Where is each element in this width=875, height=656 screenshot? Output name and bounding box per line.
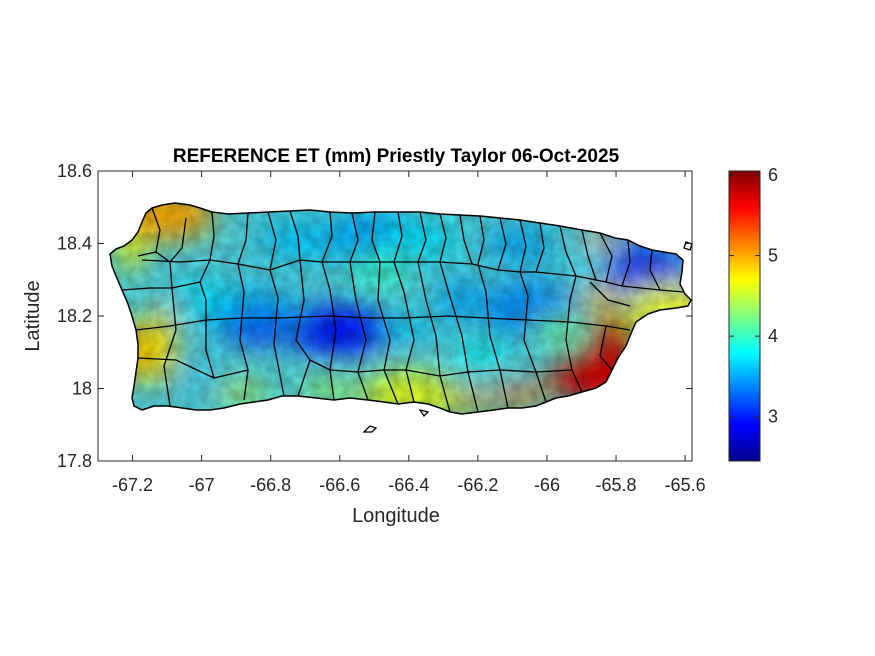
municipality-boundary bbox=[417, 211, 427, 263]
municipality-boundaries bbox=[121, 207, 685, 413]
municipality-boundary bbox=[237, 212, 249, 293]
municipality-boundary bbox=[273, 297, 285, 397]
x-tick-label: -67.2 bbox=[112, 475, 153, 495]
municipality-boundary bbox=[485, 291, 509, 409]
municipality-boundary bbox=[403, 291, 415, 403]
municipality-boundary bbox=[417, 261, 451, 413]
municipality-boundary bbox=[267, 211, 279, 299]
x-tick-label: -67 bbox=[189, 475, 215, 495]
municipality-boundary bbox=[393, 211, 405, 293]
municipality-boundary bbox=[523, 295, 547, 403]
municipality-boundary bbox=[137, 251, 157, 257]
y-tick-label: 18 bbox=[72, 379, 92, 399]
y-tick-label: 17.8 bbox=[57, 451, 92, 471]
municipality-boundary bbox=[239, 291, 249, 401]
x-tick-label: -66.8 bbox=[250, 475, 291, 495]
municipality-boundary bbox=[141, 259, 685, 293]
x-tick-label: -66.4 bbox=[388, 475, 429, 495]
municipality-boundary bbox=[649, 249, 661, 291]
et-heatmap bbox=[110, 203, 691, 414]
municipality-boundary bbox=[329, 289, 337, 401]
x-tick-label: -65.8 bbox=[596, 475, 637, 495]
caja-de-muertos-island bbox=[362, 425, 378, 433]
x-tick-label: -65.6 bbox=[665, 475, 706, 495]
municipality-boundary bbox=[349, 261, 369, 401]
municipality-boundary bbox=[163, 329, 177, 407]
municipality-boundary bbox=[295, 259, 311, 397]
municipality-boundary bbox=[171, 287, 177, 331]
municipality-boundary bbox=[447, 289, 479, 413]
x-axis-label: Longitude bbox=[352, 505, 440, 527]
x-tick-label: -66.6 bbox=[319, 475, 360, 495]
municipality-boundary bbox=[599, 232, 613, 283]
municipality-boundary bbox=[477, 215, 487, 293]
municipality-boundary bbox=[581, 229, 597, 281]
x-tick-label: -66.2 bbox=[457, 475, 498, 495]
municipality-boundary bbox=[439, 213, 449, 291]
municipality-boundary bbox=[121, 281, 201, 291]
island-outline bbox=[109, 202, 692, 415]
municipality-boundary bbox=[309, 359, 573, 377]
municipality-boundary bbox=[535, 222, 545, 273]
municipality-boundary bbox=[137, 357, 249, 379]
colorbar-ticks: 3 4 5 6 bbox=[729, 165, 778, 427]
municipality-boundary bbox=[151, 207, 171, 263]
municipality-boundary bbox=[565, 299, 583, 393]
y-tick-label: 18.2 bbox=[57, 306, 92, 326]
municipality-boundary bbox=[321, 211, 333, 291]
colorbar-tick-label: 3 bbox=[768, 407, 778, 427]
municipality-boundary bbox=[497, 217, 507, 271]
municipality-boundary bbox=[559, 225, 577, 301]
y-tick-label: 18.6 bbox=[57, 161, 92, 181]
municipality-boundary bbox=[599, 325, 613, 371]
municipality-boundary bbox=[621, 239, 631, 287]
municipality-boundary bbox=[135, 315, 631, 331]
x-tick-label: -66 bbox=[534, 475, 560, 495]
southern-islet bbox=[418, 408, 430, 418]
x-axis: -67.2 -67 -66.8 -66.6 -66.4 -66.2 -66 -65.8 -65.… bbox=[112, 171, 706, 495]
y-tick-label: 18.4 bbox=[57, 234, 92, 254]
colorbar-tick-label: 5 bbox=[768, 246, 778, 266]
municipality-boundary bbox=[169, 217, 187, 289]
municipality-boundary bbox=[589, 281, 631, 307]
municipality-boundary bbox=[349, 212, 359, 263]
municipality-boundary bbox=[289, 210, 301, 261]
y-axis: 17.8 18 18.2 18.4 18.6 bbox=[57, 161, 692, 471]
colorbar-tick-label: 6 bbox=[768, 165, 778, 185]
colorbar-tick-label: 4 bbox=[768, 326, 778, 346]
municipality-boundary bbox=[519, 219, 529, 297]
colorbar: 3 4 5 6 bbox=[728, 165, 778, 462]
municipality-boundary bbox=[459, 214, 473, 265]
municipality-boundary bbox=[205, 300, 215, 379]
y-axis-label: Latitude bbox=[22, 280, 44, 351]
colorbar-gradient bbox=[728, 170, 761, 462]
chart-title: REFERENCE ET (mm) Priestly Taylor 06-Oct… bbox=[173, 146, 620, 167]
municipality-boundary bbox=[371, 211, 381, 263]
municipality-boundary bbox=[377, 261, 399, 405]
